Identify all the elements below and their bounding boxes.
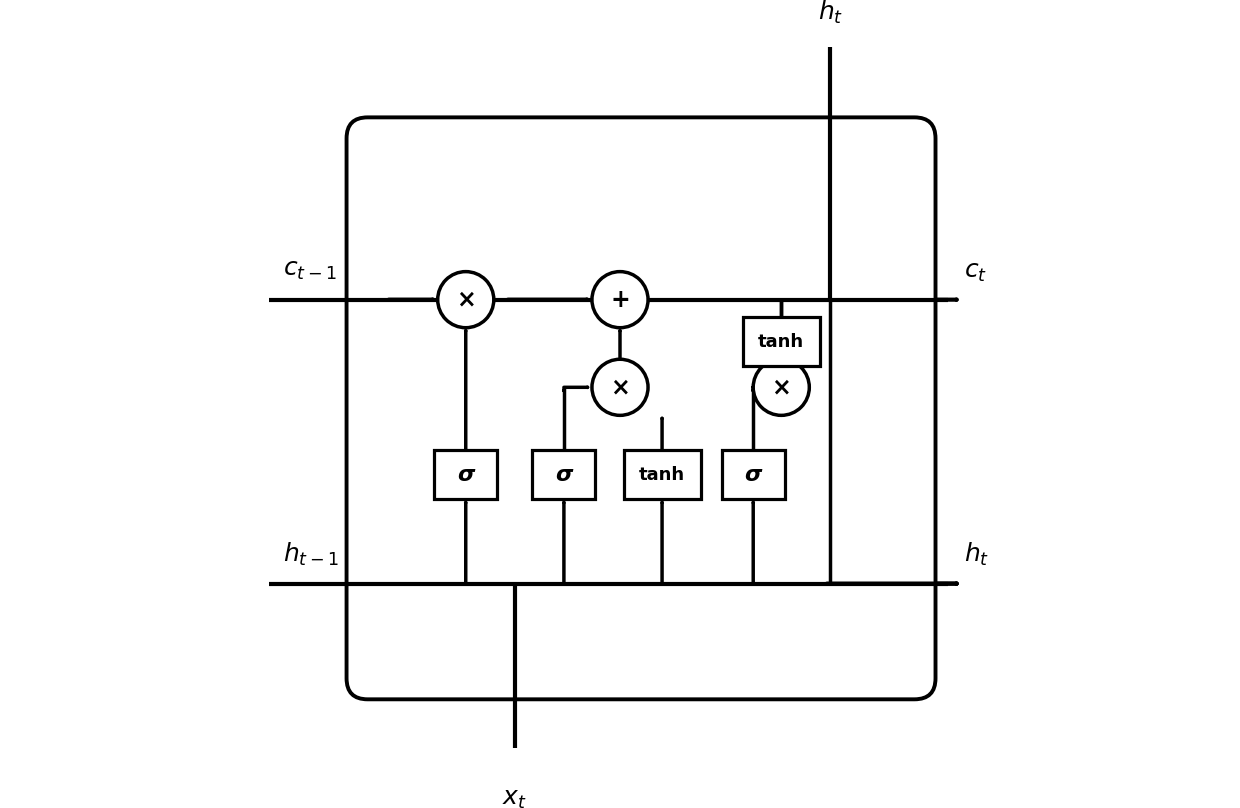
Text: ×: × bbox=[771, 375, 791, 399]
Text: tanh: tanh bbox=[639, 466, 686, 484]
Text: ×: × bbox=[456, 288, 476, 312]
Circle shape bbox=[438, 271, 494, 328]
Circle shape bbox=[591, 360, 649, 415]
Text: $\boldsymbol{c_t}$: $\boldsymbol{c_t}$ bbox=[963, 260, 987, 284]
Text: σ: σ bbox=[556, 465, 573, 485]
Text: $\boldsymbol{h_t}$: $\boldsymbol{h_t}$ bbox=[817, 0, 843, 26]
Text: $\boldsymbol{h_t}$: $\boldsymbol{h_t}$ bbox=[963, 541, 988, 568]
FancyBboxPatch shape bbox=[532, 450, 595, 499]
Text: ×: × bbox=[610, 375, 630, 399]
Text: +: + bbox=[610, 288, 630, 312]
Text: σ: σ bbox=[458, 465, 475, 485]
FancyBboxPatch shape bbox=[722, 450, 785, 499]
FancyBboxPatch shape bbox=[624, 450, 701, 499]
FancyBboxPatch shape bbox=[434, 450, 497, 499]
Text: $\boldsymbol{h_{t-1}}$: $\boldsymbol{h_{t-1}}$ bbox=[284, 541, 340, 568]
Text: $\boldsymbol{c_{t-1}}$: $\boldsymbol{c_{t-1}}$ bbox=[284, 258, 337, 282]
Text: tanh: tanh bbox=[758, 333, 805, 351]
Circle shape bbox=[591, 271, 649, 328]
FancyBboxPatch shape bbox=[743, 318, 820, 366]
Circle shape bbox=[753, 360, 810, 415]
Text: $\boldsymbol{x_t}$: $\boldsymbol{x_t}$ bbox=[502, 787, 527, 808]
Text: σ: σ bbox=[744, 465, 761, 485]
FancyBboxPatch shape bbox=[346, 117, 935, 699]
